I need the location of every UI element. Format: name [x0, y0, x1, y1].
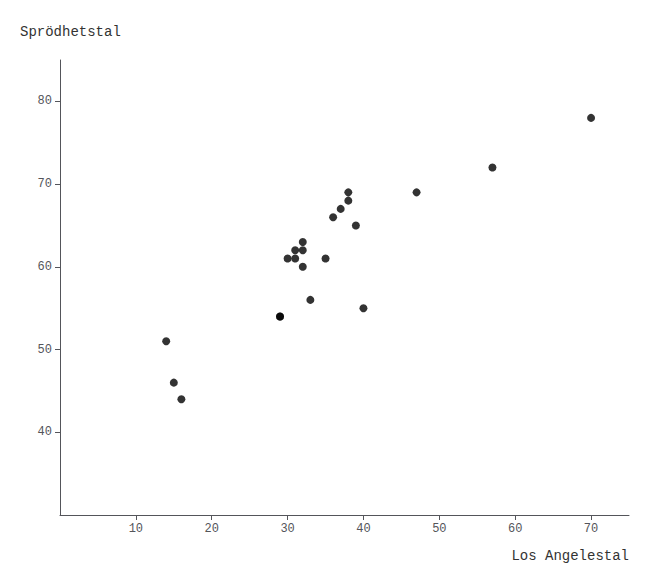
- svg-text:70: 70: [38, 177, 52, 191]
- svg-text:Sprödhetstal: Sprödhetstal: [20, 24, 121, 40]
- svg-text:40: 40: [356, 522, 370, 536]
- svg-text:10: 10: [129, 522, 143, 536]
- svg-text:80: 80: [38, 94, 52, 108]
- svg-text:Los Angelestal: Los Angelestal: [511, 548, 629, 564]
- svg-text:50: 50: [432, 522, 446, 536]
- svg-text:40: 40: [38, 425, 52, 439]
- svg-text:50: 50: [38, 343, 52, 357]
- svg-text:70: 70: [584, 522, 598, 536]
- svg-text:60: 60: [38, 260, 52, 274]
- svg-text:60: 60: [508, 522, 522, 536]
- svg-text:30: 30: [280, 522, 294, 536]
- svg-text:20: 20: [205, 522, 219, 536]
